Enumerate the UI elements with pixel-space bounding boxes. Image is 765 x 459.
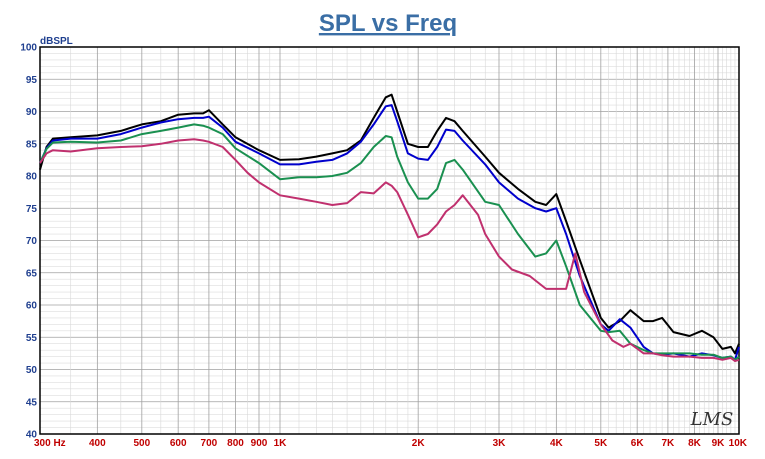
y-tick-label: 70 (26, 236, 38, 247)
y-tick-label: 100 (20, 43, 37, 54)
series-line-1 (39, 93, 740, 355)
x-tick-label: 400 (89, 438, 106, 449)
y-tick-label: 80 (26, 172, 38, 183)
x-tick-label: 10K (729, 438, 748, 449)
y-tick-label: 50 (26, 365, 38, 376)
chart-title: SPL vs Freq (319, 10, 457, 37)
x-tick-labels: 300 Hz 400 500 600 700 800 900 1K 2K 3K 4K 5K 6K 7K 8K… (34, 438, 748, 449)
x-tick-label: 2K (412, 438, 426, 449)
series-line-4 (39, 138, 740, 363)
x-tick-label: 700 (201, 438, 218, 449)
y-axis-label: dBSPL (40, 36, 73, 47)
x-tick-label: 7K (662, 438, 676, 449)
y-tick-label: 90 (26, 107, 38, 118)
y-tick-label: 55 (26, 333, 38, 344)
x-tick-label: 300 Hz (34, 438, 66, 449)
plot-frame (39, 46, 740, 435)
y-tick-label: 75 (26, 204, 38, 215)
y-tick-label: 65 (26, 268, 38, 279)
y-tick-labels: 40 45 50 55 60 65 70 75 80 85 90 95 100 (20, 43, 37, 441)
y-tick-label: 60 (26, 301, 38, 312)
x-tick-label: 900 (251, 438, 268, 449)
x-tick-label: 500 (133, 438, 150, 449)
y-tick-label: 40 (26, 430, 38, 441)
x-tick-label: 600 (170, 438, 187, 449)
y-tick-label: 85 (26, 139, 38, 150)
x-tick-label: 9K (712, 438, 726, 449)
y-tick-label: 95 (26, 75, 38, 86)
series-line-2 (39, 104, 740, 361)
lms-logo: LMS (690, 409, 734, 430)
x-tick-label: 1K (274, 438, 288, 449)
x-tick-label: 3K (493, 438, 507, 449)
series-lines (39, 93, 740, 363)
x-tick-label: 5K (594, 438, 608, 449)
grid (40, 47, 739, 434)
x-tick-label: 800 (227, 438, 244, 449)
y-tick-label: 45 (26, 397, 38, 408)
x-tick-label: 4K (550, 438, 564, 449)
x-tick-label: 8K (688, 438, 702, 449)
x-tick-label: 6K (631, 438, 645, 449)
